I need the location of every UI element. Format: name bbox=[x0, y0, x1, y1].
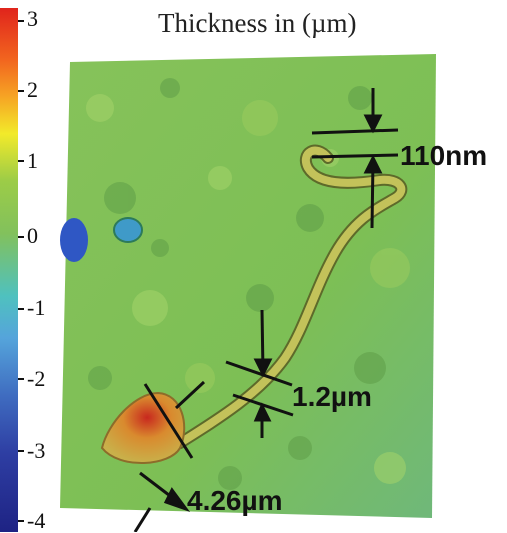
plot-title: Thickness in (µm) bbox=[158, 8, 357, 38]
measurement-label-4-26um: 4.26µm bbox=[187, 485, 283, 516]
colorbar-tick bbox=[18, 236, 24, 238]
colorbar-label-minus-2: -2 bbox=[27, 366, 46, 391]
colorbar bbox=[0, 8, 18, 532]
colorbar-label-3: 3 bbox=[27, 6, 38, 31]
measurement-1-2um-marker bbox=[225, 309, 294, 438]
colorbar-tick bbox=[18, 520, 24, 522]
colorbar-label-minus-1: -1 bbox=[27, 295, 46, 320]
fiber-strand-highlight bbox=[176, 146, 406, 447]
colorbar-label-2: 2 bbox=[27, 77, 38, 102]
cell-head bbox=[100, 391, 186, 464]
colorbar-label-0: 0 bbox=[27, 223, 38, 248]
colorbar-label-minus-3: -3 bbox=[27, 438, 46, 463]
colorbar-tick bbox=[18, 160, 24, 162]
measurement-4-26um-marker bbox=[133, 380, 206, 532]
colorbar-tick bbox=[18, 90, 24, 92]
measurement-110nm-marker bbox=[311, 88, 399, 229]
thickness-surface-map bbox=[60, 54, 436, 518]
colorbar-label-1: 1 bbox=[27, 148, 38, 173]
measurement-label-1-2um: 1.2µm bbox=[292, 381, 372, 412]
colorbar-tick bbox=[18, 308, 24, 310]
surface-pit-left bbox=[60, 218, 88, 262]
colorbar-label-minus-4: -4 bbox=[27, 508, 46, 533]
measurement-label-110nm: 110nm bbox=[400, 140, 488, 171]
surface-texture bbox=[86, 78, 410, 490]
colorbar-tick bbox=[18, 450, 24, 452]
colorbar-tick bbox=[18, 20, 24, 22]
surface-pit bbox=[113, 217, 143, 243]
colorbar-tick bbox=[18, 378, 24, 380]
